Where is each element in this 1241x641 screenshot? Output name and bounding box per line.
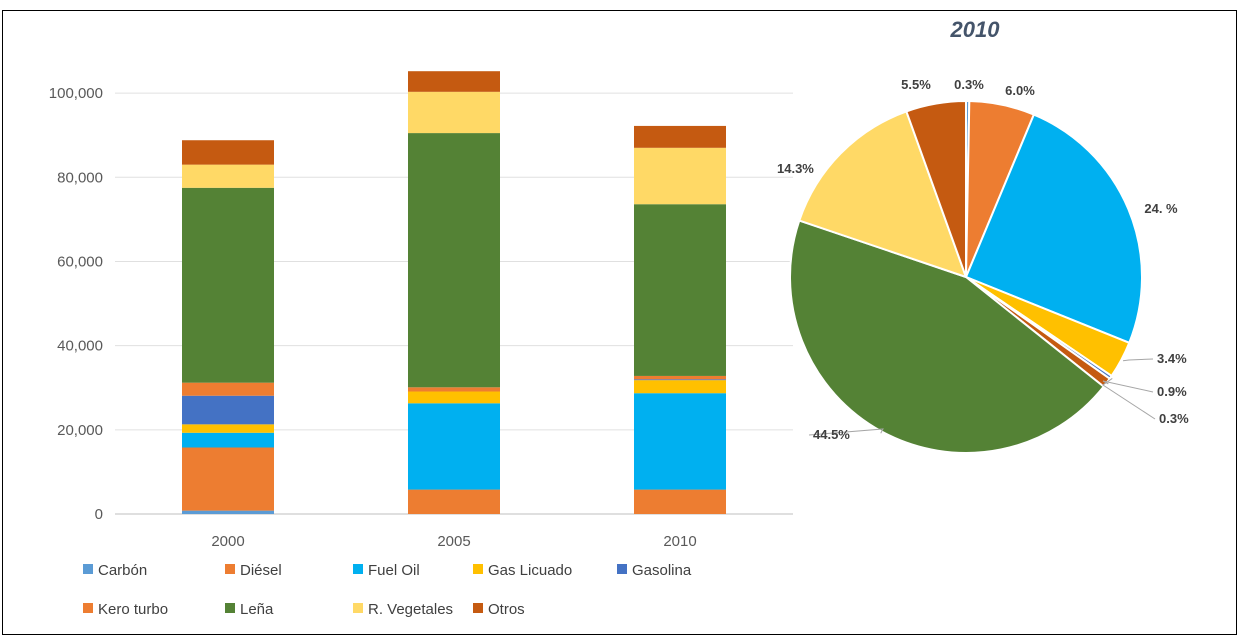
chart-frame: 0 20,000 40,000 60,000 80,000 100,000 2000 200… — [2, 10, 1237, 635]
pie-label-7: 14.3% — [777, 161, 814, 176]
legend-item-carbon: Carbón — [83, 562, 147, 579]
legend-swatch — [353, 603, 363, 613]
bar-segment-r-vegetales-2000 — [182, 164, 274, 188]
bar-segment-gas-licuado-2010 — [634, 380, 726, 394]
pie-label-8: 5.5% — [901, 77, 931, 92]
legend-item-lena: Leña — [225, 601, 274, 618]
legend-item-gasolina: Gasolina — [617, 562, 692, 579]
pie-label-3: 3.4% — [1157, 351, 1187, 366]
pie-slice-2 — [964, 113, 1143, 345]
legend-label: Carbón — [98, 562, 147, 579]
x-tick-label: 2010 — [663, 533, 696, 550]
bar-stacks — [182, 71, 726, 514]
pie-slice-8 — [905, 99, 967, 278]
pie-leader-line — [1102, 378, 1156, 420]
bar-segment-gas-licuado-2005 — [408, 391, 500, 404]
bar-segment-lena-2005 — [408, 133, 500, 388]
bar-segment-diesel-2010 — [634, 489, 726, 514]
legend-swatch — [83, 564, 93, 574]
pie-leader-line — [1122, 358, 1154, 362]
pie-leader-line — [1102, 380, 1154, 393]
legend-swatch — [473, 603, 483, 613]
bar-segment-gas-licuado-2000 — [182, 424, 274, 433]
y-axis-ticks: 0 20,000 40,000 60,000 80,000 100,000 — [49, 85, 103, 523]
bar-segment-gasolina-2010 — [634, 379, 726, 381]
legend-item-otros: Otros — [473, 601, 525, 618]
x-tick-label: 2005 — [437, 533, 470, 550]
legend-swatch — [225, 603, 235, 613]
legend-label: Otros — [488, 601, 525, 618]
bar-segment-r-vegetales-2010 — [634, 147, 726, 205]
pie-label-2: 24. % — [1144, 201, 1178, 216]
legend-label: R. Vegetales — [368, 601, 453, 618]
bar-segment-kero-turbo-2005 — [408, 387, 500, 392]
legend-swatch — [617, 564, 627, 574]
x-tick-label: 2000 — [211, 533, 244, 550]
legend: Carbón Diésel Fuel Oil Gas Licuado Gasolina K… — [83, 562, 692, 618]
bar-segment-otros-2000 — [182, 140, 274, 165]
legend-label: Diésel — [240, 562, 282, 579]
legend-swatch — [473, 564, 483, 574]
bar-segment-diesel-2005 — [408, 489, 500, 514]
y-tick-label: 20,000 — [57, 422, 103, 439]
pie-labels: 0.3% 6.0% 24. % 3.4% 0.3% 0.9% 44.5% 14.3% 5.5% — [777, 77, 1189, 442]
legend-item-kero-turbo: Kero turbo — [83, 601, 168, 618]
bar-segment-lena-2000 — [182, 187, 274, 383]
legend-label: Gasolina — [632, 562, 692, 579]
legend-label: Leña — [240, 601, 274, 618]
pie-leader-line — [808, 428, 884, 436]
y-tick-label: 100,000 — [49, 85, 103, 102]
legend-item-gas-licuado: Gas Licuado — [473, 562, 572, 579]
legend-swatch — [83, 603, 93, 613]
bar-segment-carbon-2000 — [182, 510, 274, 514]
bar-segment-gasolina-2000 — [182, 395, 274, 425]
legend-label: Gas Licuado — [488, 562, 572, 579]
bar-segment-r-vegetales-2005 — [408, 91, 500, 134]
pie-label-6: 44.5% — [813, 427, 850, 442]
legend-item-diesel: Diésel — [225, 562, 282, 579]
y-tick-label: 40,000 — [57, 338, 103, 355]
pie-title: 2010 — [950, 17, 1001, 42]
bar-segment-otros-2005 — [408, 71, 500, 92]
legend-item-r-vegetales: R. Vegetales — [353, 601, 453, 618]
pie-label-5: 0.9% — [1157, 384, 1187, 399]
bar-segment-fuel-oil-2000 — [182, 432, 274, 448]
y-tick-label: 80,000 — [57, 169, 103, 186]
y-tick-label: 60,000 — [57, 253, 103, 270]
bar-segment-fuel-oil-2005 — [408, 403, 500, 490]
bar-segment-kero-turbo-2000 — [182, 382, 274, 396]
bar-segment-diesel-2000 — [182, 447, 274, 511]
legend-swatch — [225, 564, 235, 574]
pie-label-1: 6.0% — [1005, 83, 1035, 98]
legend-label: Fuel Oil — [368, 562, 420, 579]
legend-label: Kero turbo — [98, 601, 168, 618]
bar-segment-kero-turbo-2010 — [634, 375, 726, 380]
bar-segment-lena-2010 — [634, 204, 726, 376]
legend-swatch — [353, 564, 363, 574]
bar-segment-otros-2010 — [634, 125, 726, 148]
pie-slice-7 — [798, 110, 968, 279]
legend-item-fuel-oil: Fuel Oil — [353, 562, 420, 579]
bar-stack-2005 — [408, 71, 500, 514]
pie-slices — [789, 99, 1143, 454]
bar-stack-2010 — [634, 125, 726, 514]
x-axis-ticks: 2000 2005 2010 — [211, 533, 696, 550]
bar-stack-2000 — [182, 140, 274, 514]
pie-label-4: 0.3% — [1159, 411, 1189, 426]
bar-segment-fuel-oil-2010 — [634, 393, 726, 490]
pie-label-0: 0.3% — [954, 77, 984, 92]
y-tick-label: 0 — [95, 506, 103, 523]
